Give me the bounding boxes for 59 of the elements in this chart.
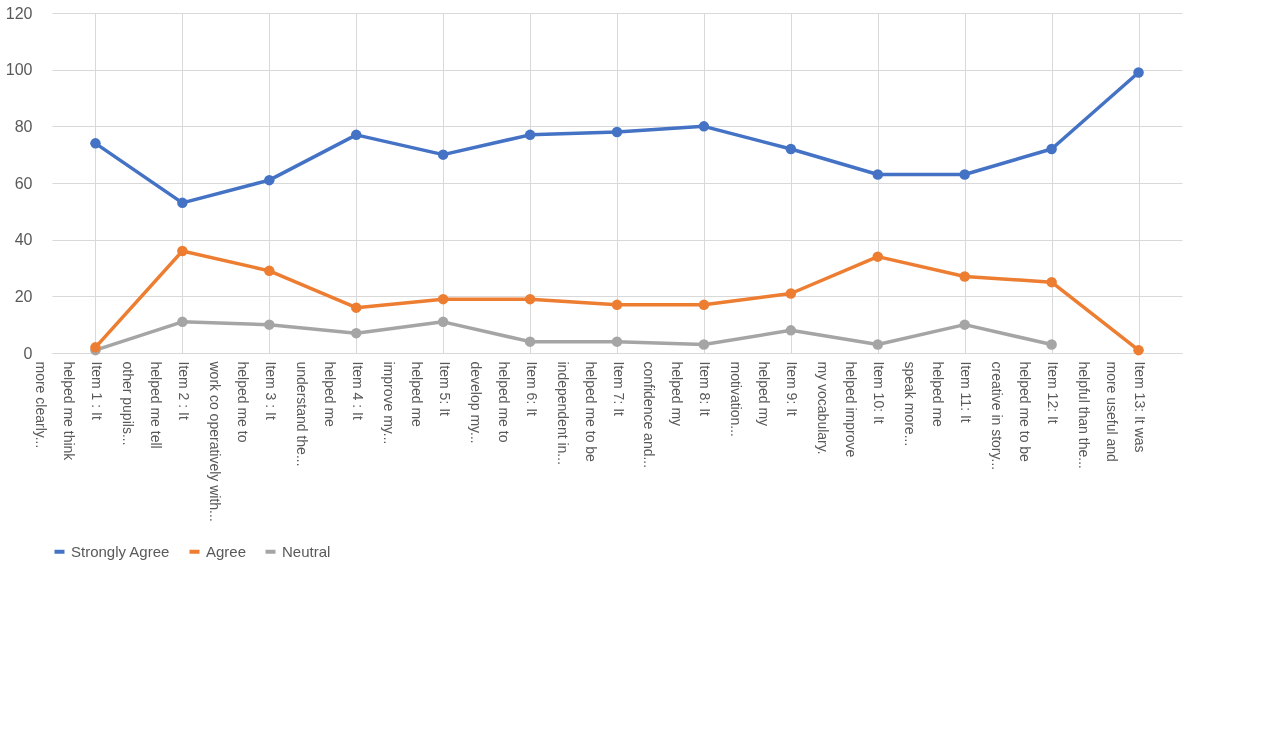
point [611, 299, 623, 311]
x-tick-label: Item 7: It helped me to be independent in... [554, 361, 627, 466]
point [264, 174, 275, 186]
point [1046, 143, 1057, 155]
x-tick-label: Item 9: It helped my motivation... [728, 361, 801, 437]
legend-label: Agree [206, 542, 247, 560]
point [1046, 276, 1057, 288]
point [611, 126, 623, 138]
y-tick-label: 0 [23, 344, 33, 362]
x-tick-label: Item 13: It was more useful and helpful than the... [1076, 361, 1149, 469]
point [177, 197, 188, 209]
x-tick-label: Item 4 : It helped me understand the... [293, 361, 366, 467]
x-tick-label: Item 2 : It helped me tell other pupils... [119, 361, 192, 449]
x-tick-label: Item 1 : It helped me think more clearly... [32, 361, 105, 462]
point [785, 325, 797, 336]
x-tick-label: Item 11: It helped me speak more... [902, 361, 975, 447]
point [350, 327, 362, 339]
x-tick-label: Item 12: It helped me to be creative in story... [989, 361, 1062, 471]
point [611, 336, 623, 347]
y-tick-label: 60 [14, 174, 33, 192]
point [959, 319, 970, 330]
point [1046, 339, 1057, 350]
y-tick-label: 100 [5, 61, 33, 79]
point [177, 316, 188, 328]
y-tick-label: 120 [5, 4, 33, 22]
x-tick-label: Item 6: It helped me to develop my... [467, 361, 540, 444]
point [785, 143, 797, 155]
point [350, 129, 362, 141]
point [90, 138, 101, 149]
y-tick-label: 40 [14, 231, 33, 249]
point [177, 245, 188, 257]
point [437, 149, 449, 160]
point [959, 169, 970, 180]
point [264, 319, 275, 330]
point [698, 121, 710, 132]
x-tick-label: Item 5: It helped me improve my... [380, 361, 453, 445]
x-tick-label: Item 10: It helped improve my vocabulary. [815, 361, 888, 458]
point [1133, 67, 1144, 78]
point [437, 293, 449, 305]
legend-label: Strongly Agree [71, 542, 170, 560]
point [959, 271, 970, 282]
point [872, 339, 884, 350]
point [1133, 344, 1144, 356]
y-tick-label: 80 [14, 117, 33, 135]
legend-label: Neutral [282, 542, 331, 560]
point [437, 316, 449, 328]
point [872, 169, 884, 180]
point [872, 251, 884, 262]
y-tick-label: 20 [14, 287, 33, 305]
point [698, 339, 710, 350]
point [698, 299, 710, 311]
point [524, 336, 536, 347]
point [524, 129, 536, 141]
point [350, 302, 362, 313]
x-tick-label: Item 3 : It helped me to work co operatively with... [206, 360, 279, 522]
point [524, 293, 536, 305]
point [785, 288, 797, 299]
point [264, 265, 275, 277]
x-tick-label: Item 8: It helped my confidence and... [641, 361, 714, 469]
